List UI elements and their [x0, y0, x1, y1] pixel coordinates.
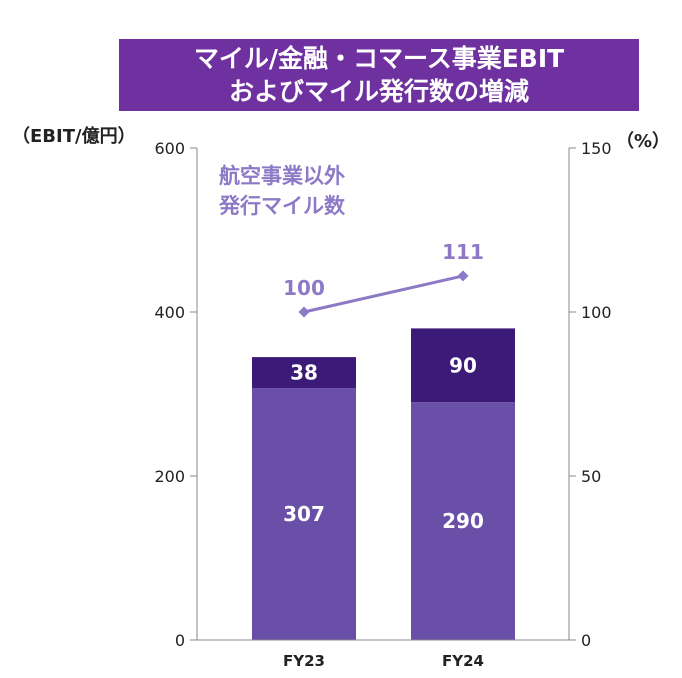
y-right-tick-label-50: 50: [581, 467, 601, 486]
y-left-tick-label-200: 200: [154, 467, 185, 486]
y-right-tick-label-150: 150: [581, 139, 612, 158]
x-tick-label-fy24: FY24: [442, 652, 484, 670]
labels-group: 307 38 FY23 290 90 FY24: [283, 353, 484, 670]
bar-fy24-segment-0: [411, 402, 515, 640]
bar-fy24-segment-1: [411, 328, 515, 403]
bar-value-label-fy24-0: 290: [442, 509, 484, 533]
bar-value-label-fy23-0: 307: [283, 502, 325, 526]
y-left-tick-label-0: 0: [175, 631, 185, 650]
x-tick-label-fy23: FY23: [283, 652, 325, 670]
bar-value-label-fy23-1: 38: [290, 361, 318, 385]
y-left-axis-label: （EBIT/億円）: [12, 125, 136, 147]
bar-fy23-segment-1: [252, 357, 356, 389]
axes-group: 0 200 400 600 0 50 100 150 （EBIT/億円） （%）: [12, 125, 670, 650]
bars-group: [252, 328, 515, 640]
y-right-tick-label-0: 0: [581, 631, 591, 650]
y-right-axis-label: （%）: [616, 131, 670, 152]
line-value-label-fy24: 111: [442, 240, 484, 264]
line-series-annotation-line-1: 航空事業以外: [219, 164, 345, 188]
chart-title-line2: およびマイル発行数の増減: [228, 77, 529, 106]
line-point-fy24: [457, 270, 469, 282]
line-series-path: [303, 274, 464, 314]
y-right-tick-label-100: 100: [581, 303, 612, 322]
line-value-label-fy23: 100: [283, 276, 325, 300]
line-point-fy23: [298, 306, 310, 318]
y-left-tick-label-400: 400: [154, 303, 185, 322]
chart-title-box: マイル/金融・コマース事業EBIT およびマイル発行数の増減: [119, 39, 639, 111]
bar-value-label-fy24-1: 90: [449, 353, 477, 377]
bar-fy23-segment-0: [252, 388, 356, 640]
y-left-tick-label-600: 600: [154, 139, 185, 158]
chart-title-line1: マイル/金融・コマース事業EBIT: [193, 44, 565, 73]
line-series-annotation-line-2: 発行マイル数: [218, 194, 346, 218]
